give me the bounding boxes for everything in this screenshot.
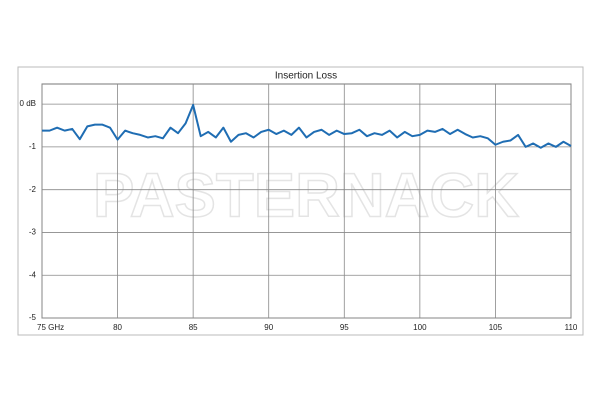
x-tick-label: 100 — [413, 323, 427, 332]
chart-title: Insertion Loss — [275, 71, 337, 82]
x-tick-label: 90 — [264, 323, 273, 332]
x-tick-label: 75 GHz — [37, 323, 64, 332]
y-tick-label: -3 — [29, 228, 37, 237]
x-tick-label: 80 — [113, 323, 122, 332]
x-tick-label: 95 — [340, 323, 349, 332]
y-tick-label: -4 — [29, 270, 37, 279]
y-tick-label: -1 — [29, 142, 37, 151]
x-tick-label: 110 — [565, 323, 578, 332]
x-tick-label: 85 — [189, 323, 198, 332]
x-tick-label: 105 — [489, 323, 503, 332]
y-tick-label: 0 dB — [20, 99, 36, 108]
y-tick-label: -2 — [29, 185, 37, 194]
frame — [17, 66, 584, 336]
data-line — [42, 103, 572, 149]
watermark: PASTERNACK — [93, 161, 519, 230]
y-tick-label: -5 — [29, 313, 37, 322]
